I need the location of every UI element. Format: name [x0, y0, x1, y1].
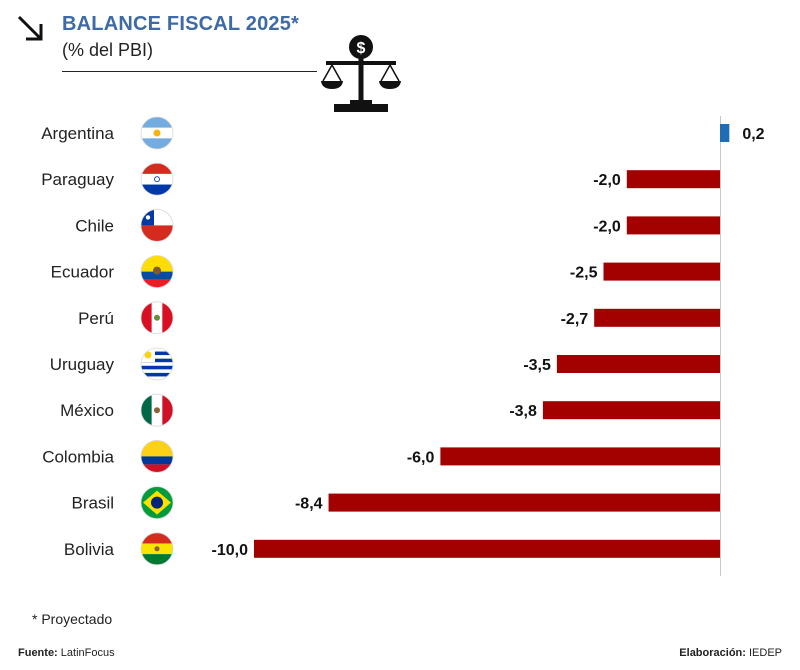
- value-label: -2,7: [561, 311, 589, 328]
- argentina-flag-icon: [141, 117, 173, 149]
- value-label: -3,5: [523, 357, 551, 374]
- bar-uruguay: [556, 355, 720, 373]
- trend-down-arrow-icon: [17, 15, 43, 41]
- credit-note: Elaboración: IEDEP: [679, 647, 782, 659]
- fiscal-balance-bar-chart: Argentina 0,2 Paraguay -2,0 Chile -2,0 Ecuador…: [41, 116, 765, 576]
- country-label: México: [60, 401, 114, 420]
- uruguay-flag-icon: [141, 348, 173, 380]
- peru-flag-icon: [141, 301, 173, 334]
- country-label: Ecuador: [51, 263, 115, 282]
- country-label: Paraguay: [41, 170, 114, 189]
- bar-bolivia: [254, 539, 720, 558]
- flag-outline: [140, 301, 174, 335]
- paraguay-flag-icon: [141, 163, 173, 196]
- country-label: Argentina: [41, 124, 114, 143]
- flag-outline: [140, 209, 174, 242]
- flag-outline: [140, 439, 174, 473]
- value-label: 0,2: [742, 126, 764, 143]
- chart-subtitle: (% del PBI): [62, 40, 154, 60]
- bar-chile: [626, 216, 720, 235]
- bar-colombia: [440, 447, 720, 466]
- mexico-flag-icon: [141, 394, 173, 427]
- flag-outline: [140, 347, 174, 381]
- bar-argentina: [720, 124, 730, 142]
- credit-value: IEDEP: [748, 647, 782, 659]
- country-label: Perú: [78, 309, 114, 328]
- source-value: LatinFocus: [60, 647, 115, 659]
- value-label: -6,0: [407, 449, 435, 466]
- chart-title: BALANCE FISCAL 2025*: [62, 13, 300, 35]
- country-label: Bolivia: [64, 540, 115, 559]
- credit-label: Elaboración:: [679, 647, 746, 659]
- value-label: -8,4: [295, 496, 323, 513]
- value-label: -2,5: [570, 265, 598, 282]
- flag-outline: [140, 393, 174, 427]
- bar-ecuador: [603, 262, 720, 281]
- flag-outline: [140, 486, 174, 520]
- bar-paraguay: [626, 170, 720, 189]
- value-label: -10,0: [212, 542, 249, 559]
- ecuador-flag-icon: [141, 255, 173, 288]
- flag-outline: [140, 116, 174, 150]
- source-label: Fuente:: [18, 647, 58, 659]
- country-label: Chile: [75, 216, 114, 235]
- bar-méxico: [542, 401, 720, 420]
- source-note: Fuente: LatinFocus: [18, 647, 115, 659]
- country-label: Colombia: [42, 447, 114, 466]
- country-label: Uruguay: [50, 355, 115, 374]
- bar-brasil: [328, 493, 720, 512]
- svg-text:$: $: [357, 40, 366, 57]
- bar-perú: [594, 308, 720, 327]
- value-label: -2,0: [593, 218, 621, 235]
- flag-outline: [140, 532, 174, 566]
- balance-scale-icon: $: [321, 35, 401, 112]
- country-label: Brasil: [71, 494, 114, 513]
- flag-outline: [140, 255, 174, 289]
- flag-outline: [140, 162, 174, 196]
- bolivia-flag-icon: [141, 532, 173, 565]
- title-divider: [62, 71, 317, 72]
- value-label: -2,0: [593, 172, 621, 189]
- footnote-projected: * Proyectado: [32, 611, 113, 627]
- value-label: -3,8: [509, 403, 537, 420]
- brazil-flag-icon: [141, 486, 173, 519]
- colombia-flag-icon: [141, 440, 173, 473]
